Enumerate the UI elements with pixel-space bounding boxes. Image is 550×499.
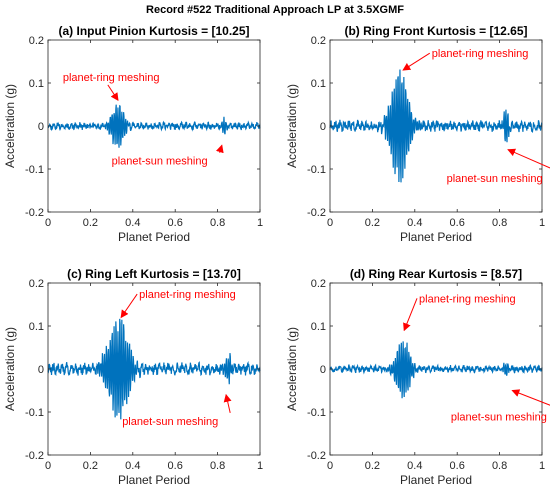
x-tick-label: 0.8	[492, 217, 507, 229]
annotation-label: planet-ring meshing	[419, 293, 516, 305]
x-axis-label: Planet Period	[400, 230, 472, 244]
y-tick-label: 0.1	[29, 78, 44, 90]
annotation-arrow	[403, 298, 418, 332]
annotation-arrow	[507, 148, 550, 169]
y-tick-label: -0.2	[25, 207, 44, 219]
x-axis-label: Planet Period	[118, 230, 190, 244]
series-line	[329, 341, 543, 399]
subplot-3: (c) Ring Left Kurtosis = [13.70] 0 0.2 0.4 0…	[3, 267, 263, 487]
annotation-arrow	[107, 84, 119, 102]
x-tick-label: 1	[539, 460, 545, 472]
x-tick-label: 0.2	[83, 460, 98, 472]
y-axis-label: Acceleration (g)	[285, 327, 299, 411]
y-tick-label: 0.2	[311, 278, 326, 290]
x-tick-label: 0.6	[168, 460, 183, 472]
y-axis-label: Acceleration (g)	[3, 84, 17, 168]
x-tick-label: 1	[257, 460, 263, 472]
annotation-label: planet-sun meshing	[122, 416, 218, 428]
subplot-title: (b) Ring Front Kurtosis = [12.65]	[344, 24, 527, 38]
x-tick-label: 0.4	[125, 460, 140, 472]
y-tick-label: 0	[320, 121, 326, 133]
y-tick-label: 0	[320, 364, 326, 376]
y-axis-label: Acceleration (g)	[3, 327, 17, 411]
y-tick-label: 0.2	[311, 35, 326, 47]
y-tick-label: -0.1	[307, 407, 326, 419]
subplot-2: (b) Ring Front Kurtosis = [12.65] 0 0.2 0.4…	[285, 24, 550, 244]
x-axis-label: Planet Period	[400, 473, 472, 487]
annotation-arrow	[402, 52, 431, 71]
x-tick-label: 0.8	[210, 460, 225, 472]
subplot-title: (d) Ring Rear Kurtosis = [8.57]	[350, 267, 522, 281]
y-tick-label: -0.1	[307, 164, 326, 176]
annotation-label: planet-sun meshing	[451, 412, 547, 424]
x-tick-label: 0.6	[168, 217, 183, 229]
x-tick-label: 0.6	[450, 217, 465, 229]
subplot-title: (a) Input Pinion Kurtosis = [10.25]	[58, 24, 249, 38]
annotation-label: planet-ring meshing	[63, 72, 160, 84]
y-tick-label: -0.2	[307, 450, 326, 462]
annotation-label: planet-ring meshing	[432, 48, 529, 60]
annotation-label: planet-ring meshing	[139, 289, 236, 301]
annotation-arrow	[120, 293, 138, 319]
x-tick-label: 1	[257, 217, 263, 229]
x-tick-label: 0.2	[83, 217, 98, 229]
x-tick-label: 0	[327, 460, 333, 472]
x-tick-label: 0.2	[365, 460, 380, 472]
annotation-arrow	[223, 393, 232, 414]
x-tick-label: 0.2	[365, 217, 380, 229]
x-tick-label: 0	[45, 460, 51, 472]
series-line	[329, 69, 543, 183]
annotation-label: planet-sun meshing	[112, 156, 208, 168]
y-tick-label: 0.2	[29, 278, 44, 290]
figure-title: Record #522 Traditional Approach LP at 3…	[146, 4, 404, 16]
subplot-4: (d) Ring Rear Kurtosis = [8.57] 0 0.2 0.4 0.…	[285, 267, 550, 487]
y-tick-label: 0.1	[311, 321, 326, 333]
subplot-1: (a) Input Pinion Kurtosis = [10.25] 0 0.2 0…	[3, 24, 263, 244]
annotation-arrow	[511, 389, 550, 406]
x-tick-label: 0	[327, 217, 333, 229]
x-tick-label: 0.4	[407, 460, 422, 472]
y-tick-label: -0.2	[307, 207, 326, 219]
y-tick-label: 0.2	[29, 35, 44, 47]
annotation-arrow	[215, 144, 224, 154]
series-line	[47, 318, 261, 420]
x-tick-label: 0.8	[492, 460, 507, 472]
y-tick-label: -0.2	[25, 450, 44, 462]
annotation-label: planet-sun meshing	[447, 173, 543, 185]
y-tick-label: 0.1	[29, 321, 44, 333]
x-tick-label: 0.8	[210, 217, 225, 229]
x-tick-label: 0.4	[407, 217, 422, 229]
series-line	[47, 104, 261, 148]
y-axis-label: Acceleration (g)	[285, 84, 299, 168]
x-axis-label: Planet Period	[118, 473, 190, 487]
x-tick-label: 0	[45, 217, 51, 229]
subplot-title: (c) Ring Left Kurtosis = [13.70]	[67, 267, 241, 281]
x-tick-label: 0.6	[450, 460, 465, 472]
x-tick-label: 0.4	[125, 217, 140, 229]
y-tick-label: 0	[38, 121, 44, 133]
x-tick-label: 1	[539, 217, 545, 229]
y-tick-label: 0	[38, 364, 44, 376]
y-tick-label: 0.1	[311, 78, 326, 90]
y-tick-label: -0.1	[25, 164, 44, 176]
y-tick-label: -0.1	[25, 407, 44, 419]
